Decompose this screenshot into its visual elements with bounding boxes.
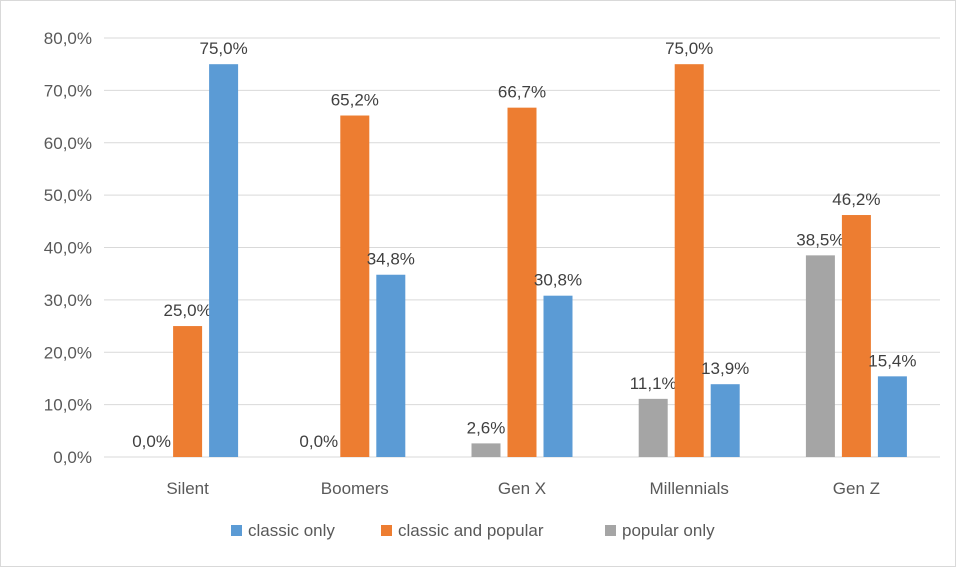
data-label: 66,7%: [498, 83, 546, 102]
x-tick-label: Millennials: [650, 479, 729, 498]
legend-label: classic and popular: [398, 521, 544, 540]
x-tick-label: Gen Z: [833, 479, 880, 498]
y-tick-label: 50,0%: [44, 186, 92, 205]
data-label: 0,0%: [132, 432, 171, 451]
legend-swatch: [231, 525, 242, 536]
legend-swatch: [381, 525, 392, 536]
data-label: 46,2%: [832, 190, 880, 209]
y-tick-label: 80,0%: [44, 29, 92, 48]
x-tick-label: Gen X: [498, 479, 546, 498]
bar-classic-only-boomers: [376, 274, 406, 457]
legend-swatch: [605, 525, 616, 536]
bar-classic-only-silent: [209, 64, 239, 457]
data-label: 2,6%: [467, 418, 506, 437]
legend-label: classic only: [248, 521, 335, 540]
data-label: 0,0%: [299, 432, 338, 451]
data-label: 30,8%: [534, 271, 582, 290]
y-tick-label: 30,0%: [44, 291, 92, 310]
x-tick-label: Silent: [166, 479, 209, 498]
y-tick-label: 10,0%: [44, 396, 92, 415]
data-label: 65,2%: [331, 91, 379, 110]
bar-classic-and-popular-silent: [173, 326, 203, 457]
bar-popular-only-gen-z: [805, 255, 835, 457]
bar-classic-and-popular-gen-z: [841, 215, 871, 457]
data-label: 34,8%: [367, 250, 415, 269]
bar-popular-only-gen-x: [471, 443, 501, 457]
bar-popular-only-millennials: [638, 398, 668, 457]
data-label: 25,0%: [163, 301, 211, 320]
y-tick-label: 70,0%: [44, 81, 92, 100]
data-label: 38,5%: [796, 230, 844, 249]
data-label: 75,0%: [199, 39, 247, 58]
y-tick-label: 40,0%: [44, 239, 92, 258]
data-label: 13,9%: [701, 359, 749, 378]
data-label: 15,4%: [868, 351, 916, 370]
bar-classic-only-gen-x: [543, 295, 573, 457]
bar-classic-and-popular-millennials: [674, 64, 704, 457]
bar-classic-only-gen-z: [877, 376, 907, 457]
y-tick-label: 0,0%: [53, 448, 92, 467]
bar-classic-and-popular-gen-x: [507, 107, 537, 457]
x-tick-label: Boomers: [321, 479, 389, 498]
data-label: 11,1%: [630, 374, 677, 393]
legend-label: popular only: [622, 521, 715, 540]
y-tick-label: 60,0%: [44, 134, 92, 153]
data-label: 75,0%: [665, 39, 713, 58]
y-tick-label: 20,0%: [44, 343, 92, 362]
bar-classic-only-millennials: [710, 384, 740, 457]
bar-classic-and-popular-boomers: [340, 115, 370, 457]
